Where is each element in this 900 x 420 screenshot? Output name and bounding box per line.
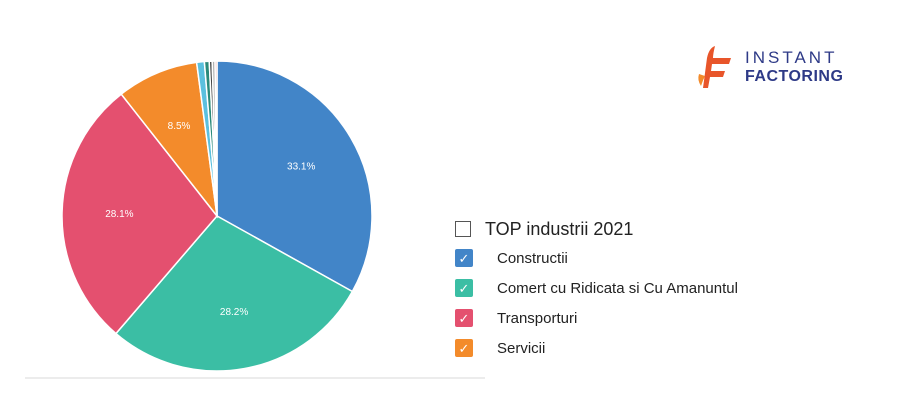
- legend-checkbox[interactable]: ✓: [455, 249, 473, 267]
- legend-title: TOP industrii 2021: [485, 218, 634, 239]
- pie-slice-minor-8[interactable]: [214, 60, 218, 217]
- legend-title-row[interactable]: TOP industrii 2021: [455, 215, 885, 243]
- pie-chart-svg: 33.1% 28.2% 28.1% 8.5%: [61, 60, 373, 372]
- legend-checkbox[interactable]: ✓: [455, 339, 473, 357]
- pie-slice-comert-cu-ridicata-si-cu-amanuntul[interactable]: [114, 215, 354, 372]
- pie-value-label: 8.5%: [168, 121, 191, 132]
- legend-item-comert[interactable]: ✓ Comert cu Ridicata si Cu Amanuntul: [455, 273, 885, 303]
- pie-value-label: 28.1%: [105, 209, 133, 220]
- legend-title-checkbox[interactable]: [455, 221, 471, 237]
- pie-slice-transporturi[interactable]: [61, 93, 218, 335]
- legend-item-label: Transporturi: [497, 309, 578, 327]
- chart-baseline: [25, 377, 485, 379]
- legend-item-label: Servicii: [497, 339, 546, 357]
- legend-checkbox[interactable]: ✓: [455, 279, 473, 297]
- legend-item-servicii[interactable]: ✓ Servicii: [455, 333, 885, 363]
- company-logo: INSTANT FACTORING: [693, 44, 863, 94]
- legend-checkbox[interactable]: ✓: [455, 309, 473, 327]
- legend-item-label: Comert cu Ridicata si Cu Amanuntul: [497, 279, 738, 297]
- pie-value-label: 28.2%: [220, 307, 248, 318]
- pie-chart: 33.1% 28.2% 28.1% 8.5%: [25, 0, 485, 380]
- logo-text-line1: INSTANT: [745, 48, 838, 67]
- legend-item-transporturi[interactable]: ✓ Transporturi: [455, 303, 885, 333]
- pie-value-label: 33.1%: [287, 162, 315, 173]
- chart-legend: TOP industrii 2021 ✓ Constructii ✓ Comer…: [455, 215, 885, 363]
- legend-item-label: Constructii: [497, 249, 568, 267]
- logo-rocket-icon: [698, 46, 731, 88]
- logo-text-line2: FACTORING: [745, 68, 844, 85]
- legend-item-constructii[interactable]: ✓ Constructii: [455, 243, 885, 273]
- pie-slice-constructii[interactable]: [216, 60, 373, 293]
